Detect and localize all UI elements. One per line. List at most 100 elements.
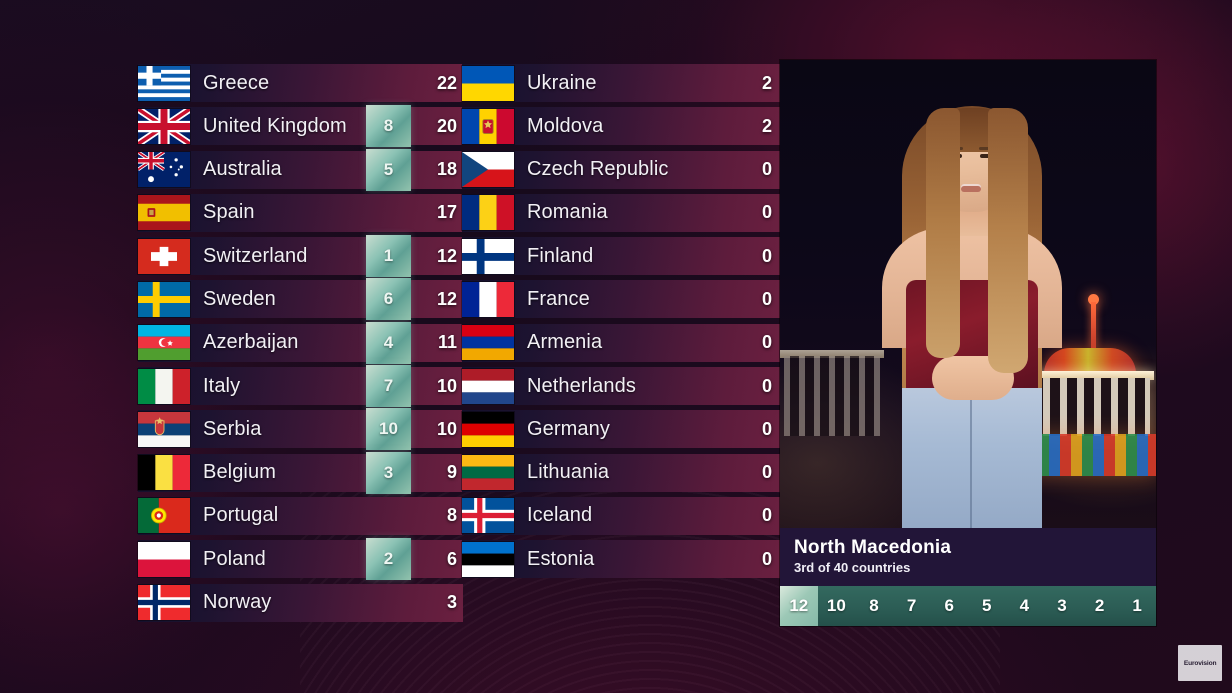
points-cell-4[interactable]: 4 [1019, 596, 1030, 615]
total-points: 12 [436, 288, 457, 309]
flag-icon-md [462, 108, 514, 144]
scoreboard-left-column: Greece 22 United Kingdom 8 20 [138, 64, 463, 627]
country-name: Czech Republic [527, 158, 669, 181]
flag-icon-fr [462, 281, 514, 317]
cityscape-colonnade [1026, 378, 1150, 436]
presenter-hair-front-left [926, 108, 960, 358]
points-cell-3[interactable]: 3 [1057, 596, 1067, 615]
awarded-points-badge: 5 [366, 148, 411, 191]
country-name: Spain [203, 201, 255, 224]
total-points: 20 [436, 115, 457, 136]
score-row: Finland 0 [462, 237, 780, 276]
flag-icon-ch [138, 238, 190, 274]
flag-icon-am [462, 325, 514, 361]
country-name: Sweden [203, 287, 276, 310]
country-name: Italy [203, 374, 241, 397]
flag-icon-no [138, 585, 190, 621]
flag-icon-nl [462, 368, 514, 404]
total-points: 0 [761, 159, 772, 180]
score-row: Ukraine 2 [462, 64, 780, 102]
country-name: United Kingdom [203, 114, 347, 137]
total-points: 0 [761, 505, 772, 526]
cityscape-spire [1091, 302, 1096, 348]
flag-icon-be [138, 455, 190, 491]
score-row: Australia 5 18 [138, 148, 463, 191]
country-name: Iceland [527, 504, 593, 527]
presenter-video-panel: North Macedonia 3rd of 40 countries 12 10… [780, 60, 1156, 626]
country-name: Australia [203, 158, 282, 181]
points-allocation-bar[interactable]: 12 10 8 7 6 5 4 3 2 1 [780, 586, 1156, 626]
points-cell-6[interactable]: 6 [944, 596, 954, 615]
flag-icon-is [462, 498, 514, 534]
points-cell-7[interactable]: 7 [906, 596, 917, 615]
total-points: 18 [436, 159, 457, 180]
awarded-points-badge: 10 [366, 408, 411, 451]
flag-icon-se [138, 281, 190, 317]
points-cell-1[interactable]: 1 [1132, 596, 1142, 615]
score-row: Greece 22 [138, 64, 463, 102]
country-name: Norway [203, 591, 272, 614]
score-row: Iceland 0 [462, 496, 780, 535]
score-row: Serbia 10 10 [138, 408, 463, 451]
presenter-jeans-seam [970, 390, 972, 528]
caption-position: 3rd of 40 countries [794, 560, 911, 575]
flag-icon-gr [138, 65, 190, 101]
country-name: Lithuania [527, 461, 610, 484]
country-name: Azerbaijan [203, 331, 299, 354]
flag-icon-es [138, 195, 190, 231]
total-points: 10 [436, 375, 457, 396]
total-points: 2 [761, 72, 772, 93]
flag-icon-ua [462, 65, 514, 101]
scoreboard-right-column: Ukraine 2 Moldova 2 Czech Republic 0 Romani… [462, 64, 780, 584]
points-cell-12[interactable]: 12 [780, 586, 818, 626]
country-name: France [527, 287, 590, 310]
points-cell-8[interactable]: 8 [869, 596, 879, 615]
total-points: 2 [761, 115, 772, 136]
score-row: Netherlands 0 [462, 367, 780, 406]
score-row: Lithuania 0 [462, 453, 780, 492]
score-row: Armenia 0 [462, 323, 780, 362]
score-row: Norway 3 [138, 583, 463, 622]
score-row: United Kingdom 8 20 [138, 105, 463, 148]
country-name: Finland [527, 244, 594, 267]
presenter-jeans [902, 388, 1042, 528]
country-name: Belgium [203, 461, 276, 484]
score-row: Czech Republic 0 [462, 150, 780, 189]
total-points: 0 [761, 462, 772, 483]
flag-icon-au [138, 152, 190, 188]
score-row: Italy 7 10 [138, 365, 463, 408]
points-cell-10[interactable]: 10 [826, 596, 846, 615]
country-name: Moldova [527, 114, 604, 137]
country-name: Netherlands [527, 374, 636, 397]
total-points: 12 [436, 245, 457, 266]
awarded-points-badge: 3 [366, 451, 411, 494]
video-feed [780, 60, 1156, 528]
presenter-hair-front-right [988, 108, 1028, 373]
points-cell-2[interactable]: 2 [1094, 596, 1105, 615]
flag-icon-ee [462, 541, 514, 577]
caption-country-name: North Macedonia [794, 537, 952, 558]
score-row: Romania 0 [462, 193, 780, 232]
watermark-label: Eurovision [1183, 659, 1217, 667]
awarded-points-badge: 6 [366, 278, 411, 321]
total-points: 0 [761, 548, 772, 569]
country-name: Poland [203, 547, 266, 570]
flag-icon-az [138, 325, 190, 361]
total-points: 8 [446, 505, 457, 526]
flag-icon-gb [138, 108, 190, 144]
flag-icon-lt [462, 455, 514, 491]
points-cell-5[interactable]: 5 [982, 596, 992, 615]
score-row: Estonia 0 [462, 540, 780, 579]
total-points: 10 [436, 418, 457, 439]
flag-icon-ro [462, 195, 514, 231]
score-row: Germany 0 [462, 410, 780, 449]
score-row: Portugal 8 [138, 496, 463, 535]
total-points: 9 [446, 462, 457, 483]
eurovision-logo-watermark: Eurovision [1178, 645, 1222, 681]
score-row: France 0 [462, 280, 780, 319]
country-name: Romania [527, 201, 608, 224]
presenter-caption: North Macedonia 3rd of 40 countries [780, 528, 1156, 586]
awarded-points-badge: 1 [366, 235, 411, 278]
score-row: Sweden 6 12 [138, 278, 463, 321]
